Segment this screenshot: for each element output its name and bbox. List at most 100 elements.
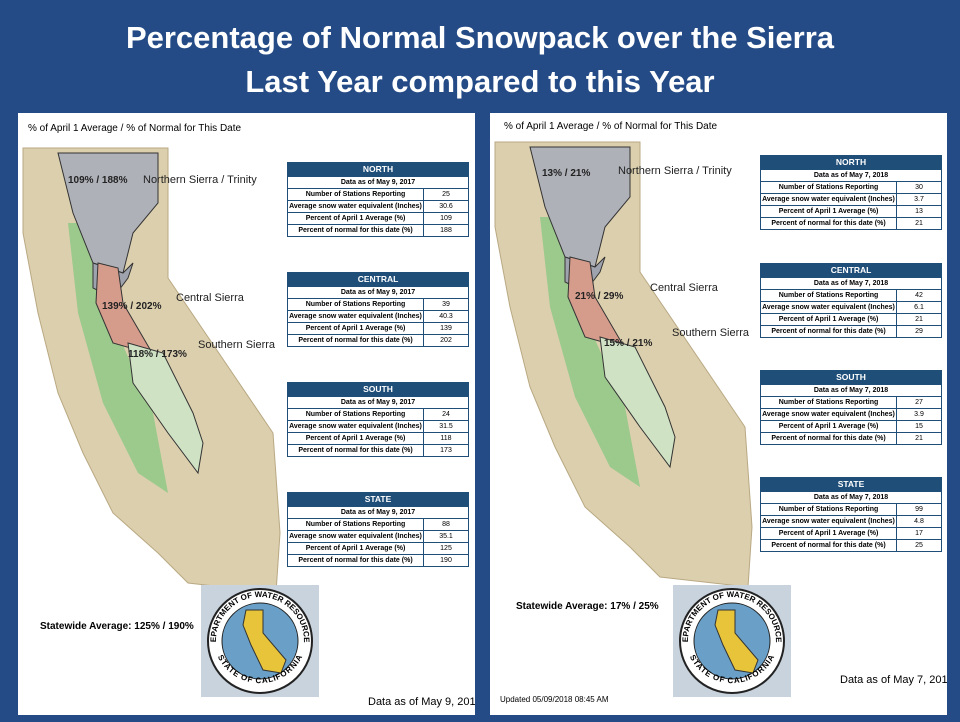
- table-title: CENTRAL: [288, 273, 468, 286]
- row-value: 29: [915, 328, 923, 335]
- row-label: Average snow water equivalent (Inches): [761, 302, 897, 313]
- row-label: Percent of normal for this date (%): [761, 433, 897, 444]
- table-row: Percent of April 1 Average (%) 109: [288, 212, 468, 224]
- row-value: 39: [442, 301, 450, 308]
- table-title: STATE: [761, 478, 941, 491]
- row-value: 21: [915, 435, 923, 442]
- row-value: 3.7: [914, 196, 924, 203]
- table-row: Average snow water equivalent (Inches) 3.…: [761, 408, 941, 420]
- data-table: NORTH Data as of May 7, 2018 Number of Sta…: [760, 155, 942, 230]
- row-label: Average snow water equivalent (Inches): [288, 201, 424, 212]
- row-value: 25: [442, 191, 450, 198]
- table-subtitle: Data as of May 9, 2017: [288, 176, 468, 188]
- row-label: Average snow water equivalent (Inches): [761, 194, 897, 205]
- table-row: Number of Stations Reporting 39: [288, 298, 468, 310]
- table-row: Number of Stations Reporting 42: [761, 289, 941, 301]
- row-value: 109: [440, 215, 452, 222]
- row-label: Percent of April 1 Average (%): [761, 528, 897, 539]
- seal-state: [242, 609, 287, 674]
- data-table: SOUTH Data as of May 9, 2017 Number of Sta…: [287, 382, 469, 457]
- table-row: Percent of April 1 Average (%) 13: [761, 205, 941, 217]
- row-value: 118: [440, 435, 452, 442]
- data-table: SOUTH Data as of May 7, 2018 Number of Sta…: [760, 370, 942, 445]
- map-value-label: 118% / 173%: [128, 349, 187, 360]
- row-label: Average snow water equivalent (Inches): [288, 421, 424, 432]
- row-value: 139: [440, 325, 452, 332]
- table-row: Percent of normal for this date (%) 173: [288, 444, 468, 456]
- panel: % of April 1 Average / % of Normal for T…: [490, 113, 947, 715]
- table-row: Percent of April 1 Average (%) 21: [761, 313, 941, 325]
- table-row: Average snow water equivalent (Inches) 4.…: [761, 515, 941, 527]
- map-value-label: 109% / 188%: [68, 175, 128, 186]
- row-label: Average snow water equivalent (Inches): [288, 311, 424, 322]
- map: [494, 141, 753, 588]
- row-label: Percent of normal for this date (%): [288, 225, 424, 236]
- table-title: CENTRAL: [761, 264, 941, 277]
- row-value: 24: [442, 411, 450, 418]
- statewide-average: Statewide Average: 17% / 25%: [516, 601, 659, 612]
- map-value-label: 139% / 202%: [102, 301, 162, 312]
- region-label: Northern Sierra / Trinity: [143, 174, 257, 186]
- row-value: 202: [440, 337, 452, 344]
- central-valley: [68, 223, 168, 493]
- row-label: Percent of normal for this date (%): [288, 555, 424, 566]
- table-row: Percent of normal for this date (%) 29: [761, 325, 941, 337]
- row-value: 13: [915, 208, 923, 215]
- map-value-label: 13% / 21%: [542, 168, 591, 179]
- table-row: Percent of April 1 Average (%) 125: [288, 542, 468, 554]
- table-row: Average snow water equivalent (Inches) 6.…: [761, 301, 941, 313]
- seal: DEPARTMENT OF WATER RESOURCESSTATE OF CA…: [201, 585, 319, 697]
- row-value: 21: [915, 220, 923, 227]
- table-row: Percent of normal for this date (%) 202: [288, 334, 468, 346]
- row-value: 6.1: [914, 304, 924, 311]
- row-value: 188: [440, 227, 452, 234]
- row-label: Number of Stations Reporting: [288, 519, 424, 530]
- row-value: 17: [915, 530, 923, 537]
- table-subtitle: Data as of May 9, 2017: [288, 286, 468, 298]
- table-row: Percent of normal for this date (%) 190: [288, 554, 468, 566]
- row-label: Percent of normal for this date (%): [288, 445, 424, 456]
- data-table: STATE Data as of May 7, 2018 Number of Sta…: [760, 477, 942, 552]
- row-value: 3.9: [914, 411, 924, 418]
- seal-state: [714, 609, 759, 674]
- row-label: Percent of normal for this date (%): [761, 540, 897, 551]
- region-label: Southern Sierra: [198, 339, 276, 351]
- table-row: Average snow water equivalent (Inches) 40…: [288, 310, 468, 322]
- data-table: CENTRAL Data as of May 7, 2018 Number of S…: [760, 263, 942, 338]
- table-title: SOUTH: [288, 383, 468, 396]
- table-subtitle: Data as of May 7, 2018: [761, 384, 941, 396]
- row-value: 125: [440, 545, 452, 552]
- row-label: Average snow water equivalent (Inches): [761, 516, 897, 527]
- table-subtitle: Data as of May 7, 2018: [761, 491, 941, 503]
- table-row: Percent of April 1 Average (%) 17: [761, 527, 941, 539]
- row-label: Number of Stations Reporting: [288, 189, 424, 200]
- central-valley: [540, 217, 640, 487]
- north-region: [57, 152, 159, 274]
- row-label: Number of Stations Reporting: [761, 504, 897, 515]
- table-row: Average snow water equivalent (Inches) 35…: [288, 530, 468, 542]
- title-line: Last Year compared to this Year: [245, 64, 715, 99]
- table-row: Number of Stations Reporting 24: [288, 408, 468, 420]
- row-label: Percent of April 1 Average (%): [288, 433, 424, 444]
- footer-date: Data as of May 9, 2017: [368, 696, 475, 708]
- updated-note: Updated 05/09/2018 08:45 AM: [500, 695, 609, 704]
- table-title: STATE: [288, 493, 468, 506]
- table-row: Percent of normal for this date (%) 188: [288, 224, 468, 236]
- panel: % of April 1 Average / % of Normal for T…: [18, 113, 475, 715]
- row-label: Number of Stations Reporting: [761, 182, 897, 193]
- row-value: 21: [915, 316, 923, 323]
- row-value: 31.5: [439, 423, 453, 430]
- footer-date: Data as of May 7, 2018: [840, 674, 947, 686]
- row-label: Number of Stations Reporting: [761, 397, 897, 408]
- north-region: [529, 146, 631, 268]
- title-line: Percentage of Normal Snowpack over the S…: [125, 20, 835, 55]
- row-label: Percent of normal for this date (%): [761, 218, 897, 229]
- table-row: Number of Stations Reporting 88: [288, 518, 468, 530]
- table-row: Percent of April 1 Average (%) 15: [761, 420, 941, 432]
- table-subtitle: Data as of May 9, 2017: [288, 506, 468, 518]
- table-row: Percent of normal for this date (%) 25: [761, 539, 941, 551]
- table-row: Percent of April 1 Average (%) 139: [288, 322, 468, 334]
- region-label: Central Sierra: [650, 282, 718, 294]
- table-subtitle: Data as of May 7, 2018: [761, 169, 941, 181]
- row-value: 15: [915, 423, 923, 430]
